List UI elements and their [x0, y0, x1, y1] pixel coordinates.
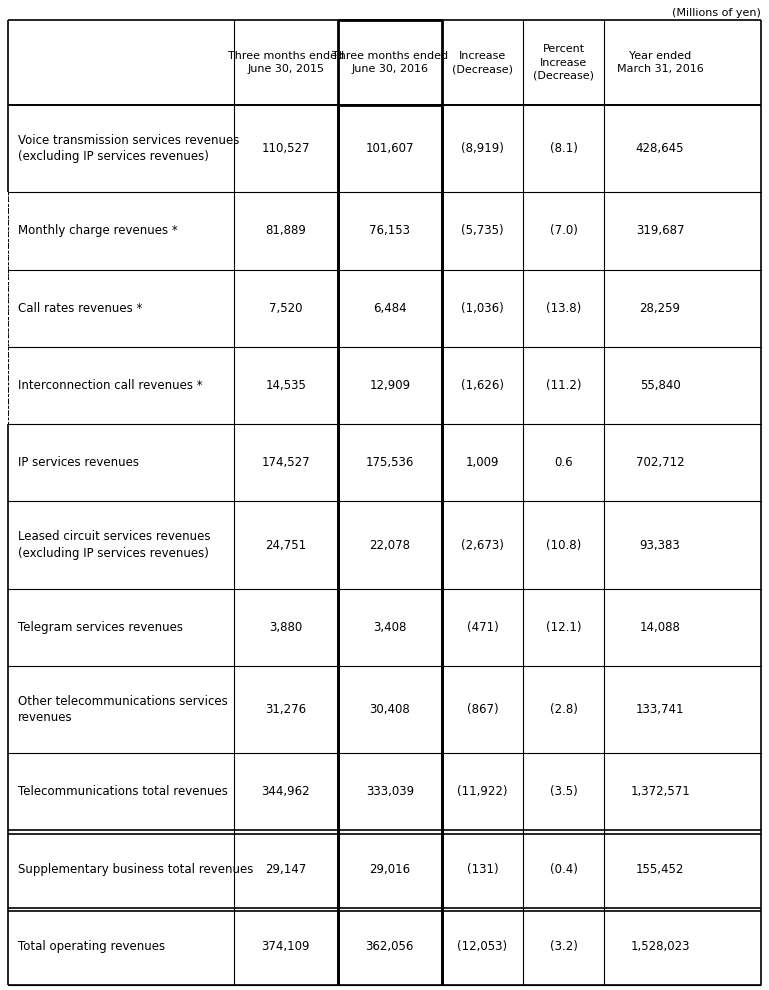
Text: Telecommunications total revenues: Telecommunications total revenues [18, 785, 228, 798]
Text: (11,922): (11,922) [457, 785, 508, 798]
Text: (8.1): (8.1) [550, 143, 578, 155]
Text: Supplementary business total revenues: Supplementary business total revenues [18, 862, 253, 875]
Text: Three months ended
June 30, 2016: Three months ended June 30, 2016 [331, 50, 448, 74]
Text: (471): (471) [467, 621, 498, 634]
Text: 14,088: 14,088 [640, 621, 681, 634]
Text: (2.8): (2.8) [550, 703, 578, 716]
Text: Year ended
March 31, 2016: Year ended March 31, 2016 [617, 50, 704, 74]
Text: 110,527: 110,527 [261, 143, 310, 155]
Text: 31,276: 31,276 [265, 703, 306, 716]
Text: 55,840: 55,840 [640, 379, 681, 392]
Text: (2,673): (2,673) [461, 539, 504, 551]
Text: 30,408: 30,408 [369, 703, 410, 716]
Text: 333,039: 333,039 [366, 785, 414, 798]
Text: 702,712: 702,712 [636, 456, 684, 469]
Text: 428,645: 428,645 [636, 143, 684, 155]
Text: (0.4): (0.4) [550, 862, 578, 875]
Text: 81,889: 81,889 [265, 225, 306, 238]
Text: 28,259: 28,259 [640, 302, 681, 315]
Text: 0.6: 0.6 [554, 456, 573, 469]
Text: (3.2): (3.2) [550, 940, 578, 952]
Text: Monthly charge revenues *: Monthly charge revenues * [18, 225, 178, 238]
Text: (12.1): (12.1) [546, 621, 581, 634]
Text: 1,528,023: 1,528,023 [631, 940, 690, 952]
Text: 1,372,571: 1,372,571 [631, 785, 690, 798]
Text: Telegram services revenues: Telegram services revenues [18, 621, 183, 634]
Text: 22,078: 22,078 [369, 539, 411, 551]
Text: (867): (867) [467, 703, 498, 716]
Text: (7.0): (7.0) [550, 225, 578, 238]
Text: 319,687: 319,687 [636, 225, 684, 238]
Text: 24,751: 24,751 [265, 539, 306, 551]
Text: (12,053): (12,053) [458, 940, 508, 952]
Text: 93,383: 93,383 [640, 539, 681, 551]
Text: (5,735): (5,735) [461, 225, 504, 238]
Text: 3,880: 3,880 [269, 621, 302, 634]
Text: Three months ended
June 30, 2015: Three months ended June 30, 2015 [228, 50, 344, 74]
Text: 362,056: 362,056 [365, 940, 414, 952]
Text: Other telecommunications services
revenues: Other telecommunications services revenu… [18, 695, 228, 724]
Text: Call rates revenues *: Call rates revenues * [18, 302, 142, 315]
Text: (13.8): (13.8) [546, 302, 581, 315]
Text: 175,536: 175,536 [365, 456, 414, 469]
Text: 76,153: 76,153 [369, 225, 411, 238]
Text: 7,520: 7,520 [269, 302, 303, 315]
Text: Total operating revenues: Total operating revenues [18, 940, 165, 952]
Text: (Millions of yen): (Millions of yen) [672, 8, 761, 18]
Text: (1,626): (1,626) [461, 379, 504, 392]
Text: (1,036): (1,036) [461, 302, 504, 315]
Text: 1,009: 1,009 [466, 456, 499, 469]
Text: 14,535: 14,535 [265, 379, 306, 392]
Text: 3,408: 3,408 [373, 621, 407, 634]
Text: 29,016: 29,016 [369, 862, 411, 875]
Text: 133,741: 133,741 [636, 703, 684, 716]
Text: Leased circuit services revenues
(excluding IP services revenues): Leased circuit services revenues (exclud… [18, 531, 211, 559]
Text: (3.5): (3.5) [550, 785, 578, 798]
Text: (11.2): (11.2) [546, 379, 581, 392]
Text: Percent
Increase
(Decrease): Percent Increase (Decrease) [533, 45, 594, 81]
Text: (131): (131) [467, 862, 498, 875]
Text: 374,109: 374,109 [261, 940, 310, 952]
Text: 101,607: 101,607 [365, 143, 414, 155]
Text: 155,452: 155,452 [636, 862, 684, 875]
Text: Interconnection call revenues *: Interconnection call revenues * [18, 379, 202, 392]
Text: Increase
(Decrease): Increase (Decrease) [452, 50, 513, 74]
Text: 344,962: 344,962 [261, 785, 310, 798]
Text: 6,484: 6,484 [373, 302, 407, 315]
Text: (8,919): (8,919) [461, 143, 504, 155]
Text: 12,909: 12,909 [369, 379, 411, 392]
Text: Voice transmission services revenues
(excluding IP services revenues): Voice transmission services revenues (ex… [18, 134, 239, 163]
Text: (10.8): (10.8) [546, 539, 581, 551]
Text: 29,147: 29,147 [265, 862, 307, 875]
Text: 174,527: 174,527 [261, 456, 310, 469]
Text: IP services revenues: IP services revenues [18, 456, 139, 469]
